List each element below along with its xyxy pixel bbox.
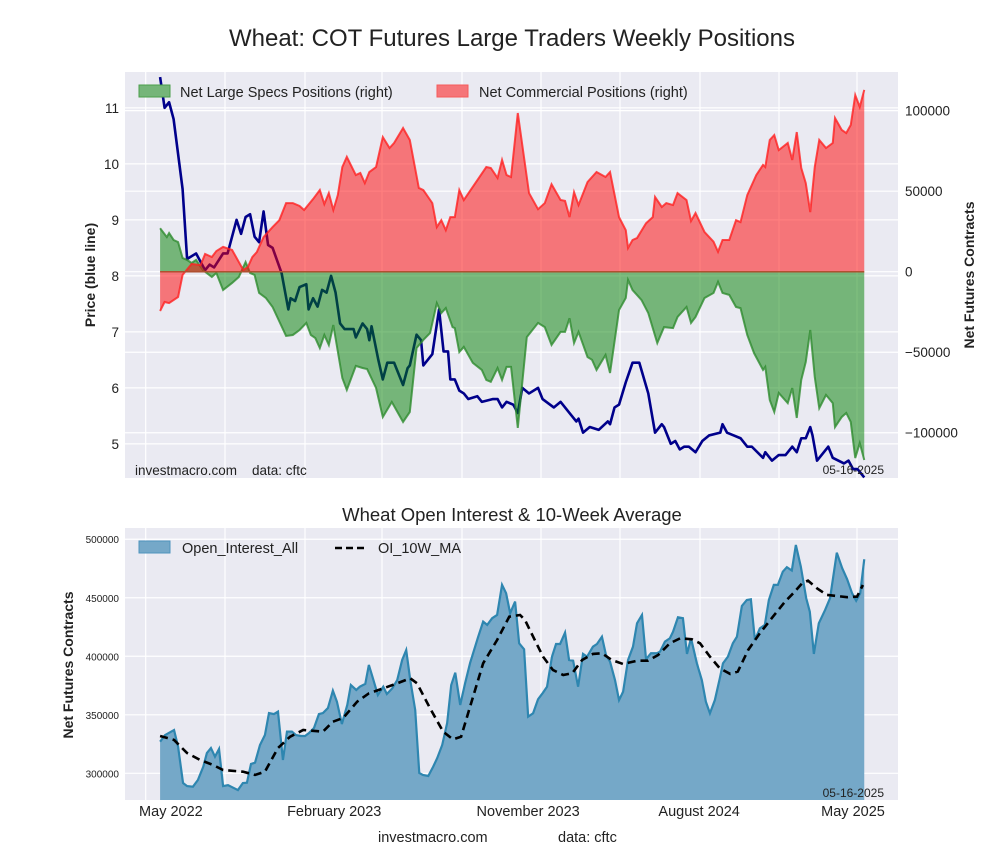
open-interest-area [160,544,865,800]
footer-source: data: cftc [558,830,617,846]
price-tick-label: 6 [111,381,119,396]
net-tick-label: −50000 [905,345,950,360]
price-axis-label: Price (blue line) [82,223,98,327]
bottom-legend: Open_Interest_All OI_10W_MA [138,540,461,557]
date-tick-label: November 2023 [477,804,580,820]
top-source-annotation: investmacro.com data: cftc [135,463,307,478]
date-axis-ticks: May 2022 February 2023 November 2023 August… [139,804,885,820]
net-axis-ticks: −100000 −50000 0 50000 100000 [905,104,958,441]
specs-area [160,228,865,460]
top-legend: Net Large Specs Positions (right) Net Co… [138,84,688,101]
bottom-date-annotation: 05-16-2025 [823,786,885,800]
oi-tick-label: 400000 [86,652,120,663]
oi-axis-ticks: 300000 350000 400000 450000 500000 [86,535,120,780]
date-tick-label: May 2025 [821,804,885,820]
specs-line [159,227,866,461]
legend-swatch-commercial [436,84,469,98]
price-tick-label: 9 [111,213,119,228]
legend-label-oi: Open_Interest_All [182,541,298,557]
oi-10w-ma-line [159,579,865,777]
price-tick-label: 11 [105,101,119,116]
oi-tick-label: 300000 [86,769,120,780]
price-tick-label: 5 [111,437,119,452]
oi-tick-label: 450000 [86,594,120,605]
price-tick-label: 7 [111,325,119,340]
top-date-annotation: 05-16-2025 [823,463,885,477]
oi-tick-label: 500000 [86,535,120,546]
price-tick-label: 10 [104,157,119,172]
oi-tick-label: 350000 [86,711,120,722]
open-interest-line [159,544,866,792]
bottom-chart-title: Wheat Open Interest & 10-Week Average [342,504,682,525]
legend-swatch-oi [138,540,171,554]
net-tick-label: 50000 [905,184,943,199]
date-tick-label: May 2022 [139,804,203,820]
footer-site: investmacro.com [378,830,488,846]
net-tick-label: 0 [905,265,913,280]
legend-label-commercial: Net Commercial Positions (right) [479,85,688,101]
top-chart-title: Wheat: COT Futures Large Traders Weekly … [229,25,795,52]
bottom-series [159,544,866,800]
date-tick-label: August 2024 [658,804,739,820]
legend-swatch-specs [138,84,171,98]
commercial-line [159,89,866,312]
legend-label-specs: Net Large Specs Positions (right) [180,85,393,101]
date-tick-label: February 2023 [287,804,381,820]
net-axis-label: Net Futures Contracts [961,201,977,348]
price-tick-label: 8 [111,269,119,284]
oi-axis-label: Net Futures Contracts [60,591,76,738]
commercial-area [160,89,865,311]
net-tick-label: −100000 [905,426,958,441]
price-axis-ticks: 5 6 7 8 9 10 11 [104,101,119,452]
net-tick-label: 100000 [905,104,950,119]
legend-label-ma: OI_10W_MA [378,541,461,557]
top-series [158,76,866,479]
